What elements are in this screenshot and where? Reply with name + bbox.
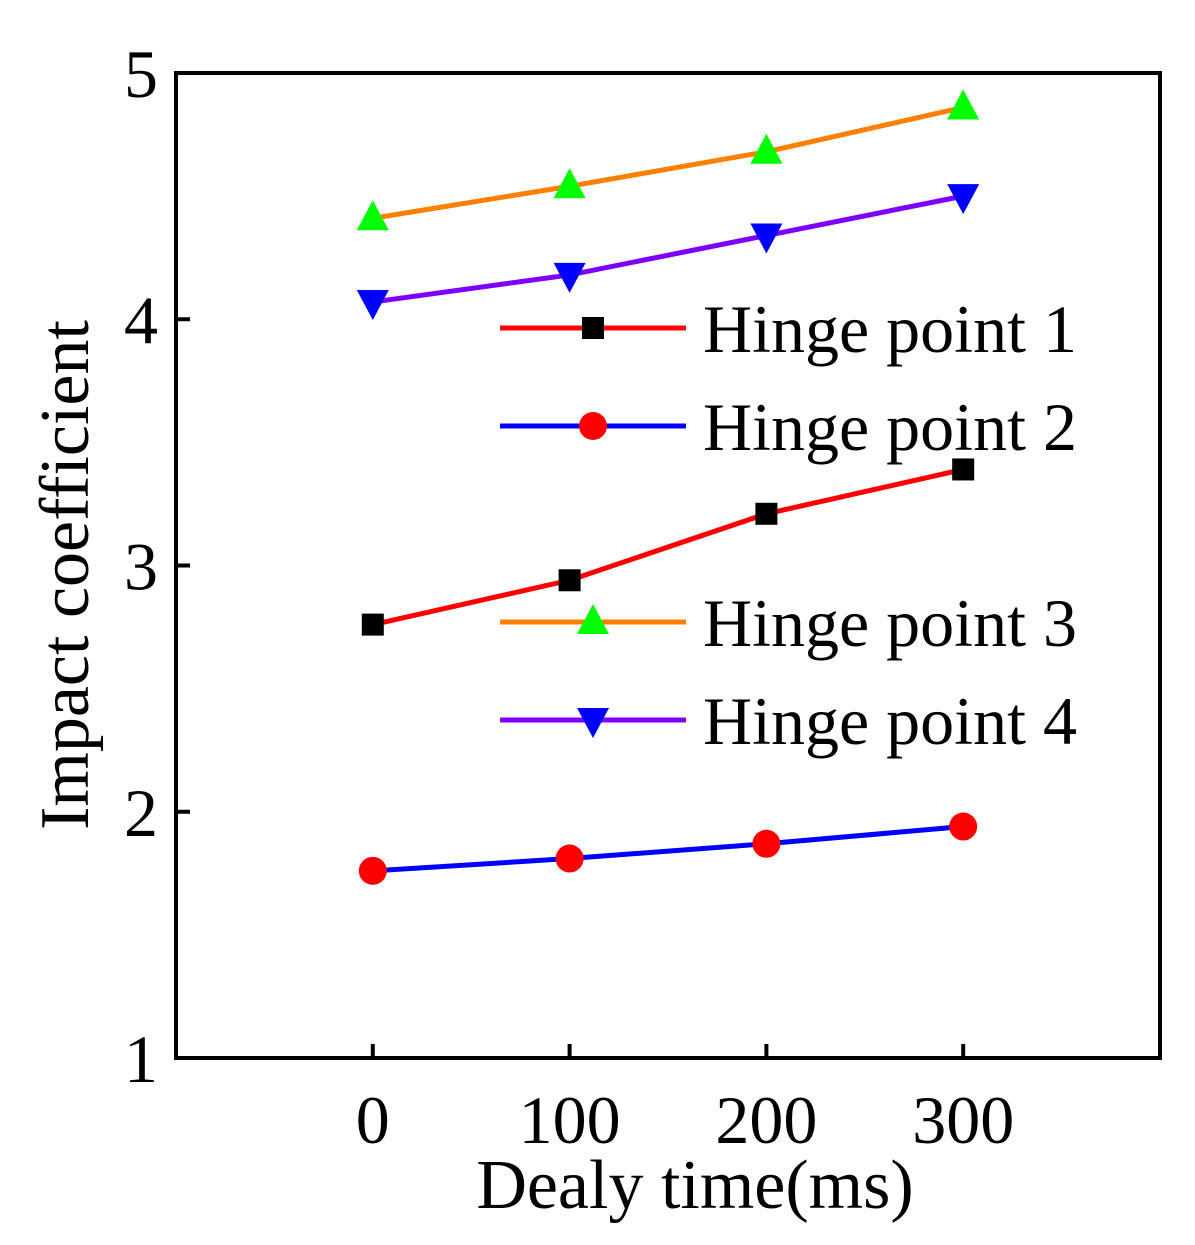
data-point bbox=[750, 133, 783, 164]
data-point bbox=[553, 262, 586, 293]
data-point bbox=[752, 829, 781, 858]
x-axis-title: Dealy time(ms) bbox=[476, 1147, 913, 1224]
series-line bbox=[372, 824, 964, 874]
data-point bbox=[755, 502, 778, 525]
series-layer bbox=[356, 89, 980, 885]
legend-label: Hinge point 1 bbox=[703, 291, 1077, 367]
axes: 1 2 3 4 5 0 100 200 300 bbox=[124, 36, 1162, 1158]
y-tick-label: 4 bbox=[124, 282, 158, 358]
data-point bbox=[750, 223, 783, 254]
legend-item-3: Hinge point 3 bbox=[500, 585, 1077, 661]
legend-marker bbox=[579, 412, 607, 440]
data-point bbox=[952, 458, 975, 481]
legend-label: Hinge point 4 bbox=[703, 683, 1077, 759]
series-line bbox=[372, 105, 964, 221]
data-point bbox=[555, 844, 584, 873]
plot-frame bbox=[174, 71, 1162, 1060]
data-point bbox=[361, 613, 384, 636]
y-tick-label: 2 bbox=[124, 775, 158, 851]
data-point bbox=[949, 812, 978, 841]
data-point bbox=[356, 290, 389, 321]
legend-marker bbox=[577, 604, 609, 634]
y-tick-label: 5 bbox=[124, 36, 158, 112]
legend-item-2: Hinge point 2 bbox=[500, 389, 1077, 465]
y-tick-label: 3 bbox=[124, 529, 158, 605]
data-point bbox=[947, 184, 980, 215]
data-point bbox=[356, 200, 389, 231]
x-tick-label: 0 bbox=[356, 1082, 390, 1158]
data-point bbox=[558, 569, 581, 592]
legend-label: Hinge point 3 bbox=[703, 585, 1077, 661]
legend-label: Hinge point 2 bbox=[703, 389, 1077, 465]
legend-marker bbox=[577, 708, 609, 738]
y-tick-label: 1 bbox=[124, 1021, 158, 1097]
series-2 bbox=[358, 812, 978, 885]
series-1 bbox=[361, 458, 975, 636]
y-axis-title: Impact coefficient bbox=[27, 320, 104, 830]
series-4 bbox=[356, 184, 980, 321]
x-tick-label: 100 bbox=[519, 1082, 621, 1158]
data-point bbox=[358, 856, 387, 885]
legend: Hinge point 1 Hinge point 2 Hinge point 3 H… bbox=[500, 291, 1077, 759]
series-3 bbox=[356, 89, 980, 231]
data-point bbox=[553, 168, 586, 199]
data-point bbox=[947, 89, 980, 120]
x-tick-label: 300 bbox=[912, 1082, 1014, 1158]
series-line bbox=[372, 467, 964, 628]
x-tick-label: 200 bbox=[715, 1082, 817, 1158]
legend-item-1: Hinge point 1 bbox=[500, 291, 1077, 367]
legend-item-4: Hinge point 4 bbox=[500, 683, 1077, 759]
series-line bbox=[372, 193, 964, 305]
legend-marker bbox=[582, 317, 604, 339]
